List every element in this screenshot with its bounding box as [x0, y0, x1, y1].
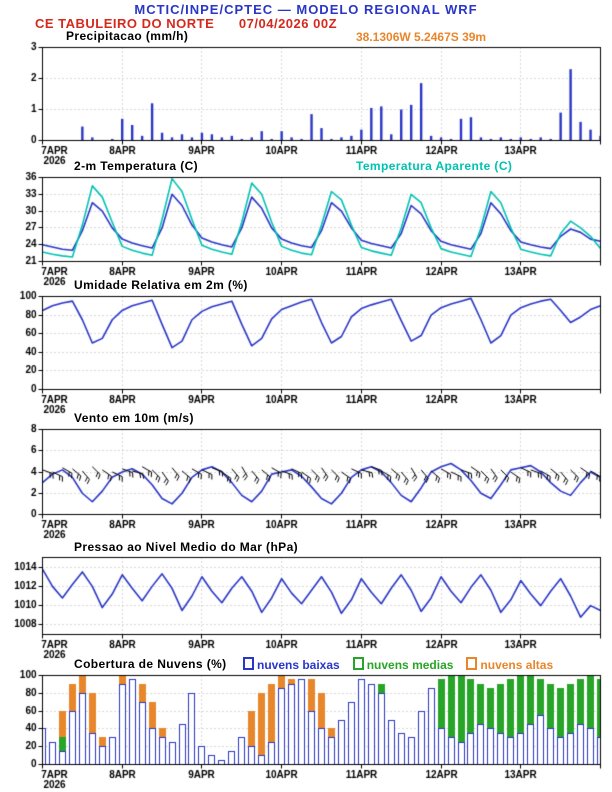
- cloud-legend: nuvens baixas nuvens medias nuvens altas: [243, 657, 553, 672]
- station-and-run-label: CE TABULEIRO DO NORTE 07/04/2026 00Z: [35, 16, 338, 31]
- legend-label-low-clouds: nuvens baixas: [257, 658, 340, 672]
- low-clouds-swatch-icon: [243, 657, 254, 670]
- panel-title-cloud-cover: Cobertura de Nuvens (%): [74, 657, 227, 671]
- location-coordinates: 38.1306W 5.2467S 39m: [356, 30, 487, 44]
- legend-label-mid-clouds: nuvens medias: [366, 658, 454, 672]
- panel-title-wind: Vento em 10m (m/s): [74, 411, 194, 425]
- panel-title-temperature: 2-m Temperatura (C): [74, 159, 199, 173]
- model-title: MCTIC/INPE/CPTEC — MODELO REGIONAL WRF: [134, 2, 478, 17]
- legend-item-high-clouds: nuvens altas: [466, 657, 553, 672]
- legend-label-high-clouds: nuvens altas: [480, 658, 554, 672]
- panel-title-pressure: Pressao ao Nivel Medio do Mar (hPa): [74, 540, 299, 554]
- panel-title-precipitation: Precipitacao (mm/h): [66, 29, 189, 43]
- panel-title-humidity: Umidade Relativa em 2m (%): [74, 278, 248, 292]
- high-clouds-swatch-icon: [466, 657, 478, 670]
- mid-clouds-swatch-icon: [352, 657, 364, 670]
- legend-item-low-clouds: nuvens baixas: [243, 657, 340, 672]
- legend-item-mid-clouds: nuvens medias: [352, 657, 454, 672]
- apparent-temperature-legend: Temperatura Aparente (C): [356, 159, 513, 173]
